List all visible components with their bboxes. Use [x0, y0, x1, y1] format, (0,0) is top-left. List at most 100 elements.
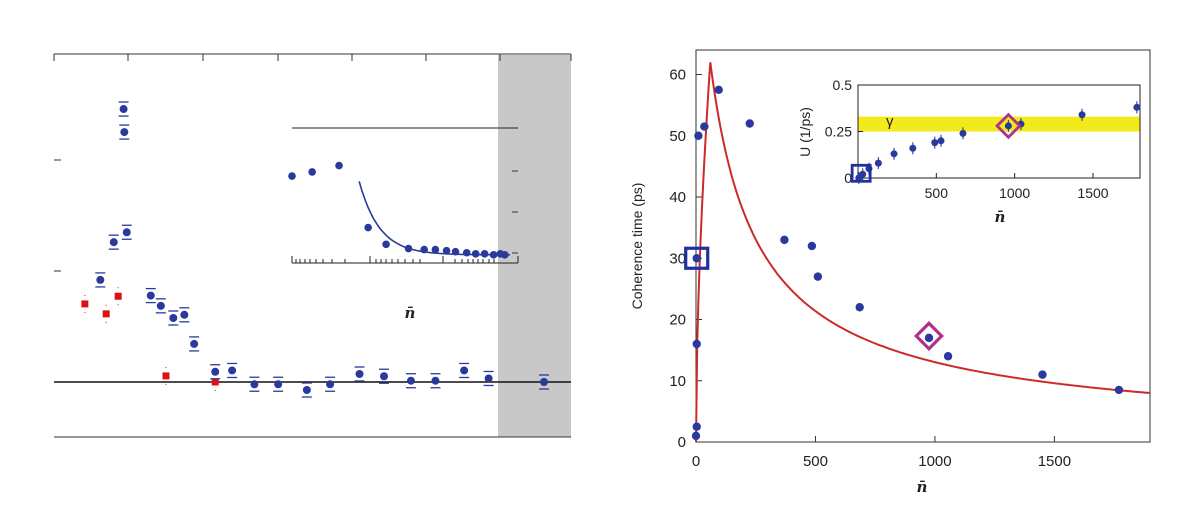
left-inset-point — [462, 248, 471, 257]
right-data-point — [694, 131, 703, 140]
left-inset-point — [480, 250, 489, 258]
right-x-tick-label: 1000 — [918, 453, 951, 470]
left-inset-point — [404, 244, 413, 253]
right-y-tick-label: 20 — [669, 312, 686, 329]
right-x-axis-title: n̄ — [917, 478, 928, 496]
right-y-axis-title: Coherence time (ps) — [629, 183, 645, 310]
left-inset-point — [364, 223, 372, 232]
left-inset-tick-group — [291, 256, 519, 263]
left-blue-point — [180, 310, 189, 319]
left-inset-point — [501, 251, 509, 259]
right-y-tick-label: 30 — [669, 250, 686, 267]
left-inset-point — [489, 251, 498, 259]
right-inset-point — [1004, 122, 1012, 130]
left-blue-point — [355, 370, 364, 378]
right-inset-y-tick-label: 0.25 — [825, 124, 852, 140]
right-inset-x-tick-label: 500 — [925, 185, 949, 201]
left-red-point — [162, 372, 170, 380]
right-x-tick-label: 0 — [692, 453, 700, 470]
right-inset-tick-group: 500 1000 1500 0 0.25 0.5 — [825, 77, 1109, 201]
right-data-point — [692, 422, 701, 431]
right-data-point — [745, 119, 754, 128]
left-inset-x-axis-label: n̄ — [405, 304, 416, 322]
right-inset-y-tick-label: 0.5 — [833, 77, 853, 93]
right-data-point — [700, 122, 709, 131]
left-blue-point — [302, 386, 311, 394]
right-x-tick-label: 500 — [803, 453, 828, 470]
right-x-tick-label: 1500 — [1038, 453, 1071, 470]
left-red-point — [81, 300, 89, 308]
right-inset: γ 500 1000 1500 0 0.25 0.5 U (1/ps) n̄ — [797, 77, 1141, 226]
left-blue-point — [119, 105, 128, 114]
left-inset-point — [420, 245, 428, 254]
left-inset-points — [288, 161, 509, 259]
left-blue-point — [169, 314, 178, 322]
right-inset-y-axis-title: U (1/ps) — [797, 107, 813, 157]
right-tick-group: 0 500 1000 1500 0 10 20 30 40 50 60 — [669, 67, 1071, 471]
right-inset-x-tick-label: 1000 — [999, 185, 1030, 201]
left-blue-point — [431, 376, 440, 385]
left-blue-point — [380, 372, 389, 381]
left-blue-point — [406, 376, 415, 385]
left-inset-point — [288, 172, 296, 180]
left-inset-point — [471, 250, 480, 258]
right-inset-point — [1078, 111, 1086, 119]
right-data-point — [1114, 385, 1124, 395]
left-red-point — [114, 292, 122, 300]
left-blue-series — [95, 101, 549, 398]
left-inset-decay-curve — [358, 181, 510, 256]
right-data-point — [807, 241, 817, 251]
left-inset-point — [451, 247, 460, 256]
left-blue-point — [156, 301, 165, 310]
right-square-marker — [684, 246, 710, 270]
right-data-point — [924, 333, 934, 343]
right-data-point — [943, 352, 953, 361]
left-blue-point — [190, 339, 199, 348]
right-scatter-panel: 0 500 1000 1500 0 10 20 30 40 50 60 Coherence time… — [629, 49, 1151, 496]
right-y-tick-label: 50 — [669, 128, 686, 145]
right-inset-diamond-marker — [995, 112, 1022, 140]
right-data-point — [714, 85, 723, 95]
left-blue-point — [326, 380, 335, 389]
right-y-tick-label: 60 — [669, 67, 686, 84]
right-data-point — [780, 235, 789, 245]
left-red-series — [81, 287, 219, 391]
left-inset-point — [382, 240, 390, 249]
left-blue-point — [250, 380, 259, 389]
right-inset-point — [937, 137, 945, 145]
left-blue-point — [96, 275, 105, 284]
right-inset-y-tick-label: 0 — [844, 170, 852, 186]
left-inset-point — [431, 245, 440, 254]
right-data-point — [692, 339, 701, 349]
right-data-point — [692, 254, 701, 263]
left-blue-point — [211, 367, 220, 376]
left-inset-point — [442, 246, 451, 255]
right-fit-curve — [695, 62, 1151, 443]
left-blue-point — [109, 238, 118, 247]
left-blue-point — [274, 380, 283, 389]
right-inset-square-marker — [850, 163, 872, 183]
right-inset-point — [909, 144, 917, 152]
left-shaded-region — [498, 55, 571, 437]
right-data-point — [855, 303, 864, 312]
left-red-point — [102, 310, 110, 318]
right-inset-point — [890, 150, 898, 158]
left-blue-point — [484, 374, 493, 383]
right-inset-point — [959, 129, 967, 137]
left-blue-point — [460, 366, 469, 375]
left-blue-point — [540, 378, 548, 386]
right-inset-x-axis-title: n̄ — [995, 208, 1006, 226]
right-data-points — [691, 85, 1124, 441]
left-inset-point — [308, 168, 316, 176]
right-y-tick-label: 40 — [669, 189, 686, 206]
left-scatter-panel: n̄ — [53, 53, 572, 438]
left-inset-point — [335, 161, 343, 170]
left-blue-point — [122, 228, 131, 237]
right-y-tick-label: 0 — [678, 434, 686, 451]
right-data-point — [691, 431, 701, 441]
right-y-tick-label: 10 — [669, 373, 686, 390]
left-red-point — [211, 378, 219, 386]
right-plot-frame — [695, 49, 1151, 443]
right-inset-gamma-label: γ — [886, 113, 894, 130]
